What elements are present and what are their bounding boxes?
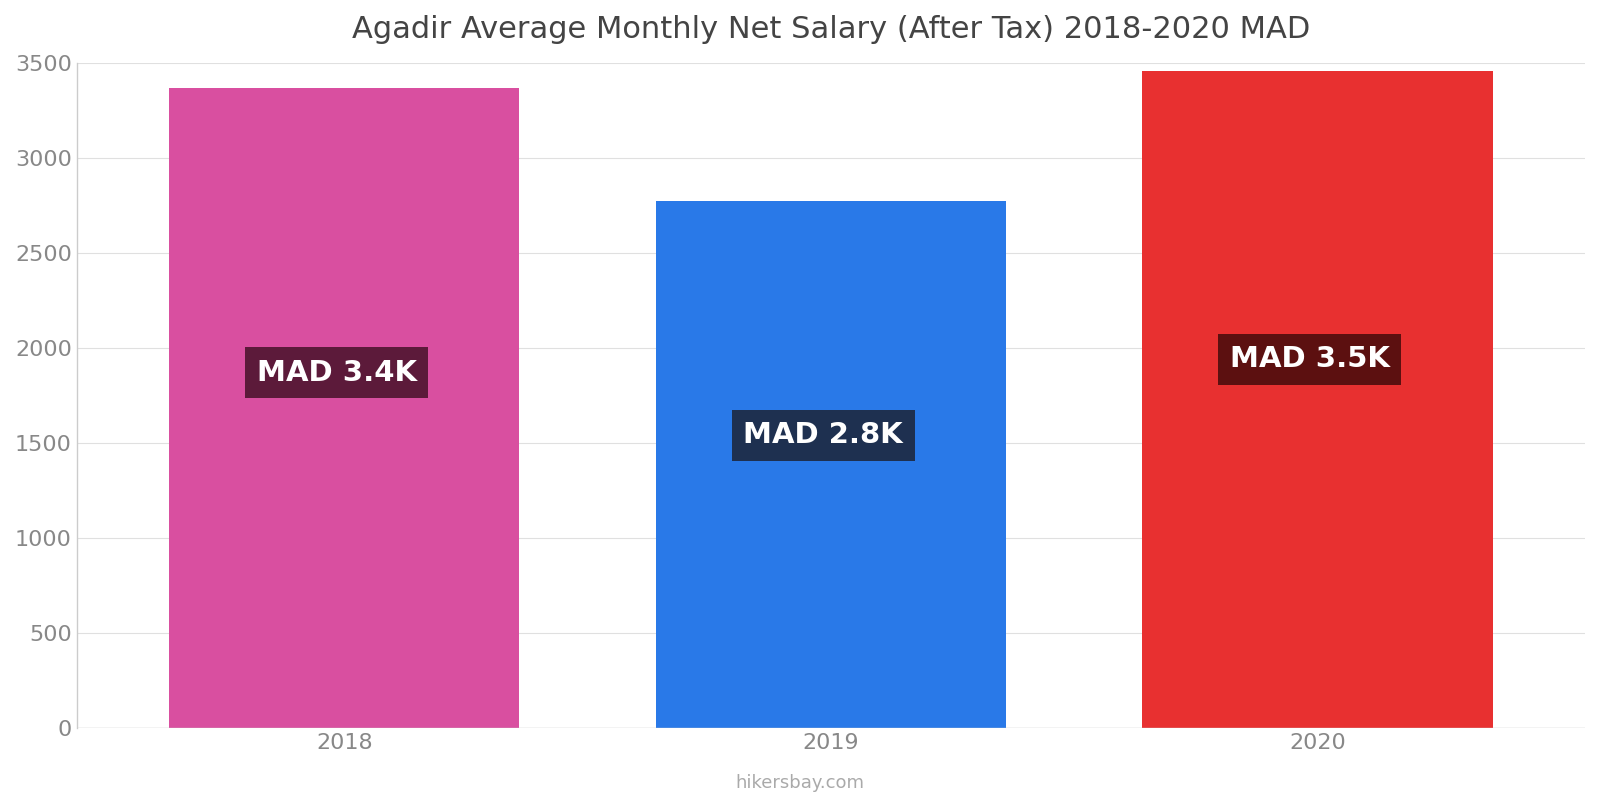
Text: MAD 3.5K: MAD 3.5K <box>1230 346 1390 374</box>
Text: MAD 3.4K: MAD 3.4K <box>256 358 416 386</box>
Text: MAD 2.8K: MAD 2.8K <box>744 422 902 450</box>
Bar <box>170 88 520 728</box>
Text: hikersbay.com: hikersbay.com <box>736 774 864 792</box>
Title: Agadir Average Monthly Net Salary (After Tax) 2018-2020 MAD: Agadir Average Monthly Net Salary (After… <box>352 15 1310 44</box>
Bar <box>1142 70 1493 728</box>
Bar <box>656 201 1006 728</box>
